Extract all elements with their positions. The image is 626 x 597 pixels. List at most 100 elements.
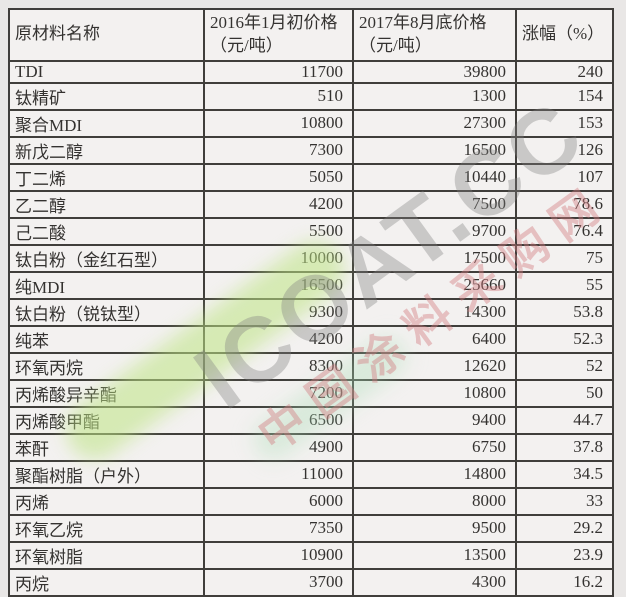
material-name-cell: 环氧乙烷 <box>8 513 205 543</box>
material-name-cell: 环氧丙烷 <box>8 351 205 381</box>
increase-pct-cell: 240 <box>515 59 614 84</box>
increase-pct-cell: 53.8 <box>515 297 614 327</box>
increase-pct-cell: 29.2 <box>515 513 614 543</box>
price-aug-2017-cell: 10800 <box>352 378 517 408</box>
price-jan-2016-cell: 6000 <box>203 486 354 516</box>
price-jan-2016-cell: 510 <box>203 81 354 111</box>
price-jan-2016-cell: 3700 <box>203 567 354 597</box>
price-aug-2017-cell: 14800 <box>352 459 517 489</box>
increase-pct-cell: 44.7 <box>515 405 614 435</box>
material-name-cell: 丙烯 <box>8 486 205 516</box>
price-jan-2016-cell: 6500 <box>203 405 354 435</box>
col-header-price-jan-2016: 2016年1月初价格（元/吨） <box>203 8 354 62</box>
table-body: TDI 11700 39800 240 钛精矿 510 1300 154 聚合MDI 10800 2… <box>8 59 614 597</box>
material-name-cell: 钛白粉（锐钛型） <box>8 297 205 327</box>
price-jan-2016-cell: 10000 <box>203 243 354 273</box>
table-row: 丙烷 3700 4300 16.2 <box>8 567 614 597</box>
increase-pct-cell: 75 <box>515 243 614 273</box>
header-row: 原材料名称 2016年1月初价格（元/吨） 2017年8月底价格（元/吨） 涨幅… <box>8 8 614 62</box>
increase-pct-cell: 76.4 <box>515 216 614 246</box>
material-name-cell: 环氧树脂 <box>8 540 205 570</box>
price-aug-2017-cell: 17500 <box>352 243 517 273</box>
material-name-cell: 聚酯树脂（户外） <box>8 459 205 489</box>
material-name-cell: 己二酸 <box>8 216 205 246</box>
price-aug-2017-cell: 1300 <box>352 81 517 111</box>
price-aug-2017-cell: 9400 <box>352 405 517 435</box>
price-aug-2017-cell: 6400 <box>352 324 517 354</box>
table-row: 苯酐 4900 6750 37.8 <box>8 432 614 462</box>
price-jan-2016-cell: 10900 <box>203 540 354 570</box>
price-jan-2016-cell: 7300 <box>203 135 354 165</box>
price-aug-2017-cell: 27300 <box>352 108 517 138</box>
table-row: 环氧丙烷 8300 12620 52 <box>8 351 614 381</box>
material-name-cell: 钛白粉（金红石型） <box>8 243 205 273</box>
col-header-price-aug-2017: 2017年8月底价格（元/吨） <box>352 8 517 62</box>
increase-pct-cell: 33 <box>515 486 614 516</box>
price-aug-2017-cell: 7500 <box>352 189 517 219</box>
increase-pct-cell: 52.3 <box>515 324 614 354</box>
increase-pct-cell: 52 <box>515 351 614 381</box>
table-row: 聚合MDI 10800 27300 153 <box>8 108 614 138</box>
col-header-increase-pct: 涨幅（%） <box>515 8 614 62</box>
price-aug-2017-cell: 16500 <box>352 135 517 165</box>
material-name-cell: 丙烷 <box>8 567 205 597</box>
increase-pct-cell: 34.5 <box>515 459 614 489</box>
price-aug-2017-cell: 12620 <box>352 351 517 381</box>
increase-pct-cell: 37.8 <box>515 432 614 462</box>
price-aug-2017-cell: 13500 <box>352 540 517 570</box>
table-row: 钛精矿 510 1300 154 <box>8 81 614 111</box>
material-name-cell: 钛精矿 <box>8 81 205 111</box>
increase-pct-cell: 50 <box>515 378 614 408</box>
col-header-material-name: 原材料名称 <box>8 8 205 62</box>
table-row: 聚酯树脂（户外） 11000 14800 34.5 <box>8 459 614 489</box>
table-row: TDI 11700 39800 240 <box>8 59 614 84</box>
table-row: 纯苯 4200 6400 52.3 <box>8 324 614 354</box>
table-row: 丁二烯 5050 10440 107 <box>8 162 614 192</box>
table-header: 原材料名称 2016年1月初价格（元/吨） 2017年8月底价格（元/吨） 涨幅… <box>8 8 614 62</box>
table-row: 新戊二醇 7300 16500 126 <box>8 135 614 165</box>
table-row: 乙二醇 4200 7500 78.6 <box>8 189 614 219</box>
material-name-cell: 苯酐 <box>8 432 205 462</box>
price-aug-2017-cell: 6750 <box>352 432 517 462</box>
material-name-cell: 丙烯酸异辛酯 <box>8 378 205 408</box>
price-jan-2016-cell: 4900 <box>203 432 354 462</box>
price-jan-2016-cell: 11700 <box>203 59 354 84</box>
price-jan-2016-cell: 10800 <box>203 108 354 138</box>
table-row: 钛白粉（金红石型） 10000 17500 75 <box>8 243 614 273</box>
price-jan-2016-cell: 8300 <box>203 351 354 381</box>
price-aug-2017-cell: 10440 <box>352 162 517 192</box>
increase-pct-cell: 107 <box>515 162 614 192</box>
price-jan-2016-cell: 4200 <box>203 324 354 354</box>
table-row: 纯MDI 16500 25660 55 <box>8 270 614 300</box>
increase-pct-cell: 16.2 <box>515 567 614 597</box>
price-jan-2016-cell: 5050 <box>203 162 354 192</box>
price-jan-2016-cell: 11000 <box>203 459 354 489</box>
material-name-cell: 新戊二醇 <box>8 135 205 165</box>
material-name-cell: 纯苯 <box>8 324 205 354</box>
price-aug-2017-cell: 8000 <box>352 486 517 516</box>
table-row: 丙烯 6000 8000 33 <box>8 486 614 516</box>
material-name-cell: TDI <box>8 59 205 84</box>
price-jan-2016-cell: 7350 <box>203 513 354 543</box>
increase-pct-cell: 23.9 <box>515 540 614 570</box>
raw-material-price-table: 原材料名称 2016年1月初价格（元/吨） 2017年8月底价格（元/吨） 涨幅… <box>8 8 614 597</box>
page: 原材料名称 2016年1月初价格（元/吨） 2017年8月底价格（元/吨） 涨幅… <box>8 8 619 597</box>
material-name-cell: 乙二醇 <box>8 189 205 219</box>
table-row: 环氧乙烷 7350 9500 29.2 <box>8 513 614 543</box>
increase-pct-cell: 55 <box>515 270 614 300</box>
price-aug-2017-cell: 4300 <box>352 567 517 597</box>
table-row: 环氧树脂 10900 13500 23.9 <box>8 540 614 570</box>
price-jan-2016-cell: 4200 <box>203 189 354 219</box>
material-name-cell: 聚合MDI <box>8 108 205 138</box>
price-aug-2017-cell: 9500 <box>352 513 517 543</box>
table-row: 丙烯酸甲酯 6500 9400 44.7 <box>8 405 614 435</box>
price-aug-2017-cell: 25660 <box>352 270 517 300</box>
price-jan-2016-cell: 7200 <box>203 378 354 408</box>
price-aug-2017-cell: 39800 <box>352 59 517 84</box>
material-name-cell: 丁二烯 <box>8 162 205 192</box>
table-row: 钛白粉（锐钛型） 9300 14300 53.8 <box>8 297 614 327</box>
increase-pct-cell: 153 <box>515 108 614 138</box>
material-name-cell: 纯MDI <box>8 270 205 300</box>
increase-pct-cell: 154 <box>515 81 614 111</box>
increase-pct-cell: 126 <box>515 135 614 165</box>
